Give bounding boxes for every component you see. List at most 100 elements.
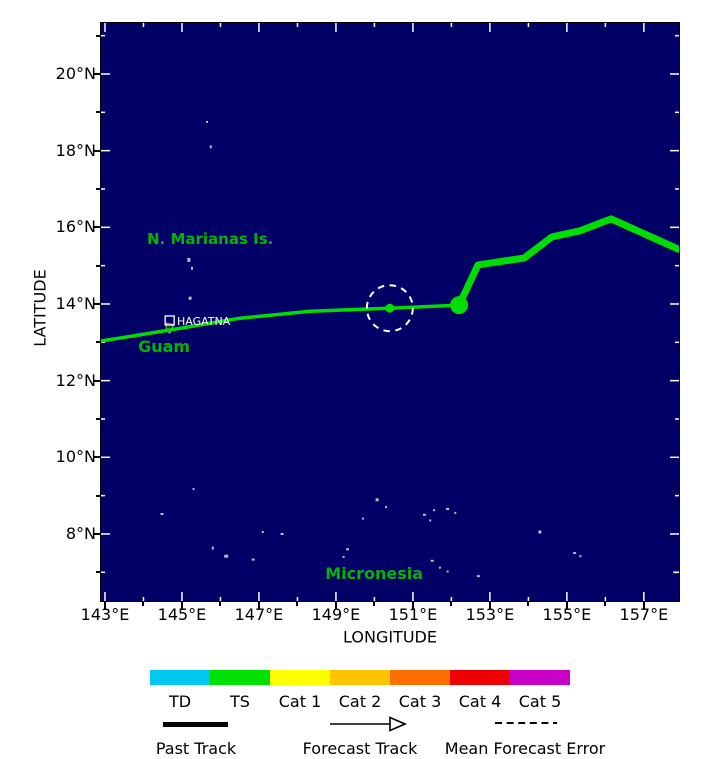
island-speck — [280, 533, 284, 535]
y-tick-label: 14°N — [55, 293, 96, 313]
x-axis-tick — [180, 602, 183, 609]
legend-category-label: TS — [230, 692, 250, 711]
legend-category-labels: TD TS Cat 1 Cat 2 Cat 3 Cat 4 Cat 5 — [150, 692, 570, 711]
island-speck — [454, 511, 457, 514]
x-tick-label: 145°E — [157, 605, 207, 624]
island-speck — [261, 531, 264, 533]
past-track-line — [455, 215, 680, 307]
island-speck — [433, 509, 436, 512]
x-axis-tick — [142, 602, 145, 606]
x-axis-tick — [488, 602, 491, 609]
legend-category-label: Cat 4 — [458, 692, 502, 711]
island-speck — [446, 570, 449, 573]
place-label-guam: Guam — [138, 337, 190, 356]
x-axis-tick — [411, 602, 414, 609]
island-speck — [188, 296, 192, 300]
legend-item-label-past: Past Track — [155, 739, 237, 758]
legend-category-label: Cat 2 — [338, 692, 382, 711]
island-speck — [211, 546, 214, 550]
y-tick-label: 10°N — [55, 447, 96, 467]
island-speck — [191, 266, 193, 270]
y-axis-tick — [93, 379, 100, 382]
city-marker-hagatna — [164, 315, 175, 326]
legend-category-label: Cat 5 — [518, 692, 562, 711]
island-speck — [673, 571, 677, 574]
legend-category-swatch — [450, 670, 510, 685]
x-axis-tick — [373, 602, 376, 606]
x-axis-tick — [565, 602, 568, 609]
x-axis-tick — [527, 602, 530, 606]
place-label-micronesia: Micronesia — [325, 564, 423, 583]
island-speck — [206, 120, 208, 123]
legend-category-swatch — [510, 670, 570, 685]
island-speck — [346, 548, 349, 551]
x-axis-tick — [296, 602, 299, 606]
current-position-dot — [450, 296, 469, 315]
island-speck — [429, 519, 432, 522]
x-axis-tick — [104, 602, 106, 609]
forecast-error-sample-dashes — [495, 722, 557, 724]
x-tick-label: 155°E — [542, 605, 592, 624]
island-speck — [375, 498, 379, 502]
map-svg: HAGATNA N. Marianas Is. Guam Micronesia — [100, 22, 680, 602]
island-speck — [385, 506, 387, 509]
y-tick-label: 16°N — [55, 217, 96, 237]
x-tick-label: 143°E — [80, 605, 130, 624]
island-speck — [224, 554, 229, 558]
forecast-track-line — [100, 303, 460, 343]
x-axis-title: LONGITUDE — [343, 627, 437, 647]
island-speck — [430, 559, 434, 562]
legend-category-label: TD — [168, 692, 192, 711]
island-speck — [361, 517, 364, 520]
island-speck — [446, 508, 450, 510]
island-speck — [438, 566, 441, 569]
x-tick-label: 151°E — [388, 605, 438, 624]
y-axis-tick — [96, 111, 100, 114]
city-label-hagatna: HAGATNA — [177, 315, 231, 328]
legend-category-swatch — [150, 670, 210, 685]
island-speck — [251, 558, 255, 561]
map-plot: HAGATNA N. Marianas Is. Guam Micronesia — [100, 22, 680, 602]
x-axis-tick — [604, 602, 607, 606]
y-tick-label: 12°N — [55, 370, 96, 390]
x-tick-label: 147°E — [234, 605, 284, 624]
x-axis-tick — [334, 602, 337, 609]
legend-category-swatch — [390, 670, 450, 685]
x-axis-tick — [642, 602, 645, 609]
legend-category-swatch — [210, 670, 270, 685]
x-tick-label: 157°E — [619, 605, 669, 624]
forecast-track-sample-arrow — [330, 716, 408, 732]
y-axis-tick — [93, 456, 100, 459]
forecast-position-dot — [385, 303, 395, 313]
legend-category-label: Cat 3 — [398, 692, 442, 711]
legend-item-label-forecast: Forecast Track — [302, 739, 418, 758]
island-speck — [192, 488, 195, 491]
island-speck — [187, 257, 191, 262]
plot-border — [100, 22, 680, 602]
legend-item-label-error: Mean Forecast Error — [444, 739, 606, 758]
legend-category-label: Cat 1 — [278, 692, 322, 711]
island-speck — [538, 530, 542, 534]
y-axis-tick — [93, 73, 100, 75]
island-speck — [476, 575, 480, 578]
x-axis-tick — [257, 602, 260, 609]
y-axis-tick — [93, 302, 100, 305]
y-axis-tick — [96, 417, 100, 420]
island-speck — [579, 555, 582, 558]
y-axis-tick — [93, 149, 100, 152]
past-track-sample-line — [163, 722, 228, 727]
x-tick-label: 149°E — [311, 605, 361, 624]
x-tick-label: 153°E — [465, 605, 515, 624]
legend-category-swatch — [270, 670, 330, 685]
y-axis-tick — [96, 187, 100, 190]
legend-category-swatch — [330, 670, 390, 685]
y-axis-tick — [93, 532, 100, 535]
y-tick-label: 20°N — [55, 64, 96, 83]
y-axis-tick — [93, 226, 100, 229]
x-axis-tick — [219, 602, 222, 606]
x-axis-tick — [450, 602, 453, 606]
y-axis-tick — [96, 264, 100, 267]
y-axis-tick — [96, 571, 100, 574]
y-tick-label: 18°N — [55, 140, 96, 160]
